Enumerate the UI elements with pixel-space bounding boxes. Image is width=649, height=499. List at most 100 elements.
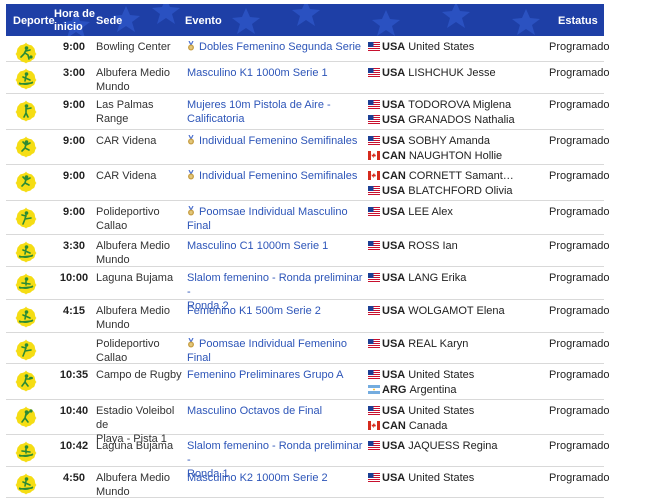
usa-flag-icon <box>368 441 380 450</box>
usa-flag-icon <box>368 339 380 348</box>
usa-flag-icon <box>368 100 380 109</box>
venue-line: Albufera Medio <box>96 305 170 317</box>
event-link[interactable]: Mujeres 10m Pistola de Aire - Calificator… <box>187 98 365 126</box>
event-link[interactable]: Individual Femenino Semifinales <box>187 134 365 148</box>
venue-line: Callao <box>96 352 128 364</box>
event-line: Masculino Octavos de Final <box>187 404 365 418</box>
participant-name: REAL Karyn <box>408 338 469 350</box>
event-link[interactable]: Slalom femenino - Ronda preliminar - Rond… <box>187 271 365 313</box>
participant: USA WOLGAMOT Elena <box>368 304 546 319</box>
event-link[interactable]: Poomsae Individual Femenino Final <box>187 337 365 365</box>
start-time: 10:00 <box>59 272 89 284</box>
country-code: USA <box>382 185 406 197</box>
table-row: 9:00 Polideportivo Callao Poomsae Individua… <box>6 201 610 235</box>
shooting-icon <box>15 100 37 122</box>
event-line: Femenino Preliminares Grupo A <box>187 368 365 382</box>
event-line: Calificatoria <box>187 112 365 126</box>
participant: USA LEE Alex <box>368 205 546 220</box>
event-line: Poomsae Individual Femenino Final <box>187 337 365 365</box>
event-text: Calificatoria <box>187 113 245 125</box>
event-link[interactable]: Dobles Femenino Segunda Serie <box>187 40 365 54</box>
participant: USA REAL Karyn <box>368 337 546 352</box>
venue-line: Polideportivo <box>96 338 160 350</box>
venue-line: Campo de Rugby <box>96 369 182 381</box>
event-text: Slalom femenino - Ronda preliminar - <box>187 440 363 466</box>
event-line: Poomsae Individual Masculino Final <box>187 205 365 233</box>
event-line: Individual Femenino Semifinales <box>187 169 365 183</box>
participants: USA WOLGAMOT Elena <box>368 304 546 319</box>
participant-name: BLATCHFORD Olivia <box>408 185 513 197</box>
country-code: USA <box>382 206 406 218</box>
participants: USA LEE Alex <box>368 205 546 220</box>
country-code: USA <box>382 440 406 452</box>
event-link[interactable]: Individual Femenino Semifinales <box>187 169 365 183</box>
status-text: Programado <box>549 472 610 484</box>
usa-flag-icon <box>368 186 380 195</box>
participant-name: CORNETT Samant… <box>408 170 514 182</box>
country-code: USA <box>382 99 406 111</box>
venue: Albufera Medio Mundo <box>96 239 184 267</box>
participant-name: LEE Alex <box>408 206 453 218</box>
header-estatus: Estatus <box>558 15 598 27</box>
event-line: Slalom femenino - Ronda preliminar - <box>187 439 365 467</box>
participant-name: GRANADOS Nathalia <box>408 114 515 126</box>
participant: USA ROSS Ian <box>368 239 546 254</box>
status-text: Programado <box>549 41 610 53</box>
start-time: 10:42 <box>59 440 89 452</box>
participant-name: Canada <box>408 420 448 432</box>
header-star-pattern <box>62 4 540 36</box>
start-time: 3:00 <box>62 67 86 79</box>
status-text: Programado <box>549 99 610 111</box>
venue: Bowling Center <box>96 40 184 54</box>
venue: Albufera Medio Mundo <box>96 66 184 94</box>
start-time: 9:00 <box>62 206 86 218</box>
event-link[interactable]: Femenino Preliminares Grupo A <box>187 368 365 382</box>
venue-line: Estadio Voleibol de <box>96 405 175 431</box>
country-code: USA <box>382 114 406 126</box>
event-text: Masculino C1 1000m Serie 1 <box>187 240 329 252</box>
event-text: Femenino Preliminares Grupo A <box>187 369 344 381</box>
event-link[interactable]: Masculino K2 1000m Serie 2 <box>187 471 365 485</box>
table-row: 10:35 Campo de Rugby Femenino Preliminares… <box>6 364 610 400</box>
table-row: 10:00 Laguna Bujama Slalom femenino - Rond… <box>6 267 610 312</box>
venue: Polideportivo Callao <box>96 205 184 233</box>
country-code: USA <box>382 240 406 252</box>
venue: CAR Videna <box>96 169 184 183</box>
event-link[interactable]: Masculino K1 1000m Serie 1 <box>187 66 365 80</box>
participants: USA LANG Erika <box>368 271 546 286</box>
table-row: 9:00 Bowling Center Dobles Femenino Segund… <box>6 36 610 64</box>
header-deporte: Deporte <box>13 15 55 27</box>
event-link[interactable]: Femenino K1 500m Serie 2 <box>187 304 365 318</box>
event-link[interactable]: Masculino Octavos de Final <box>187 404 365 418</box>
canoe-sprint-icon <box>15 473 37 495</box>
participant: CAN NAUGHTON Hollie <box>368 149 546 164</box>
taekwondo-icon <box>15 339 37 361</box>
sport-climbing-icon <box>15 171 37 193</box>
usa-flag-icon <box>368 207 380 216</box>
venue: Laguna Bujama <box>96 271 184 285</box>
participant-name: ROSS Ian <box>408 240 458 252</box>
participants: USA SOBHY Amanda CAN NAUGHTON Hollie <box>368 134 546 164</box>
country-code: USA <box>382 338 406 350</box>
canoe-slalom-icon <box>15 273 37 295</box>
sport-climbing-icon <box>15 136 37 158</box>
event-line: Masculino K1 1000m Serie 1 <box>187 66 365 80</box>
participant: USA SOBHY Amanda <box>368 134 546 149</box>
venue: Albufera Medio Mundo <box>96 471 184 499</box>
rugby-icon <box>15 370 37 392</box>
venue: Campo de Rugby <box>96 368 184 382</box>
event-text: Dobles Femenino Segunda Serie <box>199 41 362 53</box>
venue-line: Las Palmas Range <box>96 99 154 125</box>
table-row: 10:40 Estadio Voleibol de Playa - Pista 1 M… <box>6 400 610 445</box>
medal-icon <box>188 170 194 180</box>
table-row: 3:00 Albufera Medio Mundo Masculino K1 1000… <box>6 62 610 94</box>
event-link[interactable]: Slalom femenino - Ronda preliminar - Rond… <box>187 439 365 481</box>
participant: ARG Argentina <box>368 383 546 398</box>
event-link[interactable]: Poomsae Individual Masculino Final <box>187 205 365 233</box>
country-code: USA <box>382 135 406 147</box>
event-link[interactable]: Masculino C1 1000m Serie 1 <box>187 239 365 253</box>
canoe-slalom-icon <box>15 441 37 463</box>
event-line: Dobles Femenino Segunda Serie <box>187 40 365 54</box>
participant-name: SOBHY Amanda <box>408 135 490 147</box>
usa-flag-icon <box>368 136 380 145</box>
